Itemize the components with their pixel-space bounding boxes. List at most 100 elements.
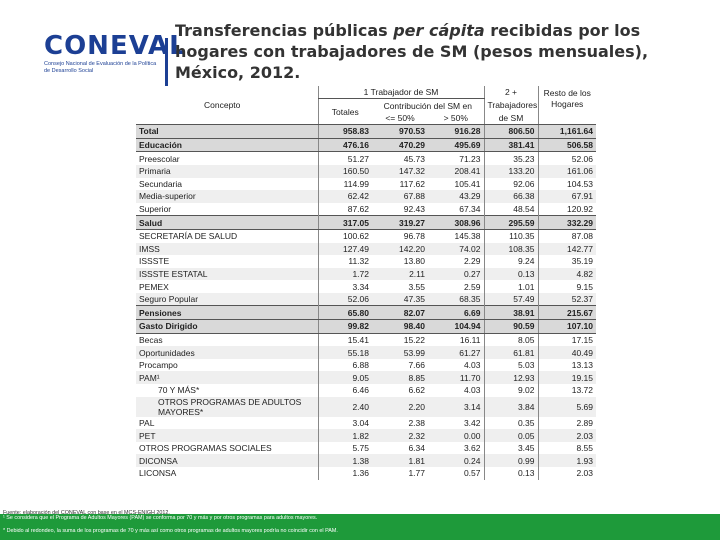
cell-concepto: IMSS [136,242,318,256]
cell-value: 295.59 [483,215,538,230]
header-totales: Totales [317,98,372,126]
cell-value: 133.20 [483,164,538,178]
cell-value: 970.53 [372,124,428,139]
cell-value: 0.99 [483,454,538,468]
cell-value: 66.38 [483,190,538,203]
cell-value: 19.15 [537,371,596,385]
cell-concepto: 70 Y MÁS* [158,385,200,396]
transfers-table-container: Concepto 1 Trabajador de SM 2 + Resto de… [136,86,596,508]
cell-concepto: Media-superior [136,190,318,203]
cell-value: 96.78 [403,231,425,242]
cell-value: 145.38 [454,231,481,242]
cell-value: 6.34 [408,443,425,454]
cell-value: 958.83 [317,124,372,139]
logo-wordmark: CONEVAL [44,31,187,61]
cell-value: 4.03 [463,360,481,371]
cell-value: 2.38 [408,417,425,428]
cell-value: 317.05 [317,215,372,230]
cell-concepto: Procampo [139,360,178,371]
header-gt50: > 50% [428,111,484,126]
cell-value: 9.24 [483,255,538,268]
cell-value: 3.34 [317,280,372,293]
cell-value: 2.11 [372,267,428,281]
cell-value: 11.70 [428,371,484,385]
cell-concepto: Seguro Popular [136,292,318,306]
cell-value: 55.18 [317,346,372,359]
cell-value: 8.05 [483,333,538,347]
cell-value: 0.24 [428,454,484,468]
cell-value: 147.32 [372,164,428,178]
cell-value: 2.29 [463,256,481,267]
cell-value: 7.66 [408,360,425,371]
footer-bar: ¹ Se considera que el Programa de Adulto… [0,514,720,540]
header-2plus: 2 + [483,86,538,99]
cell-value: 87.62 [317,202,372,216]
cell-concepto: LICONSA [139,468,177,479]
cell-value: 9.02 [483,384,538,397]
cell-value: 160.50 [317,164,372,178]
table-row: PAM¹ 9.05 8.85 11.70 12.93 19.15 [136,371,596,385]
title-part2: recibidas por los hogares con trabajador… [175,21,649,82]
cell-value: 470.29 [372,137,428,153]
footnote-2: * Debido al redondeo, la suma de los pro… [3,528,338,534]
cell-concepto: PAM¹ [136,371,318,385]
cell-value: 35.19 [537,255,596,268]
cell-concepto: Gasto Dirigido [136,319,318,334]
cell-value: 308.96 [428,215,484,230]
table-row: ISSSTE ESTATAL 1.72 2.11 0.27 0.13 4.82 [136,267,596,281]
cell-concepto: DICONSA [136,454,318,468]
cell-value: 1.72 [317,267,372,281]
cell-value: 1.01 [483,280,538,293]
cell-value: 120.92 [537,202,596,216]
cell-value: 43.29 [428,190,484,203]
cell-value: 71.23 [459,153,481,164]
cell-value: 2.89 [537,416,596,430]
cell-value: 53.99 [372,346,428,359]
table-body: Total 958.83 970.53 916.28 806.50 1,161.64 Edu… [136,124,596,480]
cell-value: 4.82 [537,267,596,281]
cell-value: 1.93 [537,454,596,468]
cell-value: 48.54 [483,202,538,216]
cell-value: 13.13 [537,358,596,372]
cell-value: 3.42 [463,417,481,428]
cell-value: 495.69 [428,137,484,153]
cell-value: 0.13 [483,267,538,281]
cell-value: 57.49 [483,292,538,306]
cell-value: 40.49 [537,346,596,359]
cell-value: 6.62 [408,385,425,396]
header-blank [537,111,596,126]
table-row: Total 958.83 970.53 916.28 806.50 1,161.64 [136,124,596,139]
cell-value: 0.57 [463,468,481,479]
cell-value: 5.75 [317,441,372,455]
logo-subtitle: Consejo Nacional de Evaluación de la Pol… [44,61,157,74]
cell-concepto: PEMEX [139,281,169,292]
cell-value: 11.32 [317,255,372,268]
cell-value: 1.77 [408,468,425,479]
cell-concepto: PAL [139,417,155,428]
table-row: Seguro Popular 52.06 47.35 68.35 57.49 52.37 [136,292,596,306]
header-contribucion: Contribución del SM en [383,100,472,111]
cell-value: 16.11 [459,334,481,345]
cell-value: 100.62 [317,229,372,243]
cell-value: 67.34 [459,204,481,215]
table-row: Salud 317.05 319.27 308.96 295.59 332.29 [136,215,596,230]
table-row: IMSS 127.49 142.20 74.02 108.35 142.77 [136,242,596,256]
cell-value: 3.55 [408,281,425,292]
cell-value: 67.91 [537,190,596,203]
table-row: SECRETARÍA DE SALUD 100.62 96.78 145.38 110.… [136,229,596,243]
cell-concepto: Educación [136,137,318,153]
cell-value: 9.05 [317,371,372,385]
cell-value: 38.91 [483,305,538,321]
header-trabajadores: Trabajadores [483,98,538,112]
cell-value: 104.94 [428,319,484,334]
cell-value: 4.03 [463,385,481,396]
table-row: Media-superior 62.42 67.88 43.29 66.38 67.91 [136,190,596,203]
table-row: Procampo 6.88 7.66 4.03 5.03 13.13 [136,358,596,372]
cell-value: 2.32 [372,429,428,442]
cell-value: 82.07 [372,305,428,321]
cell-value: 6.69 [428,305,484,321]
cell-value: 8.55 [537,441,596,455]
cell-value: 476.16 [317,137,372,153]
cell-concepto: Salud [136,215,318,230]
header-concepto: Concepto [136,86,318,126]
